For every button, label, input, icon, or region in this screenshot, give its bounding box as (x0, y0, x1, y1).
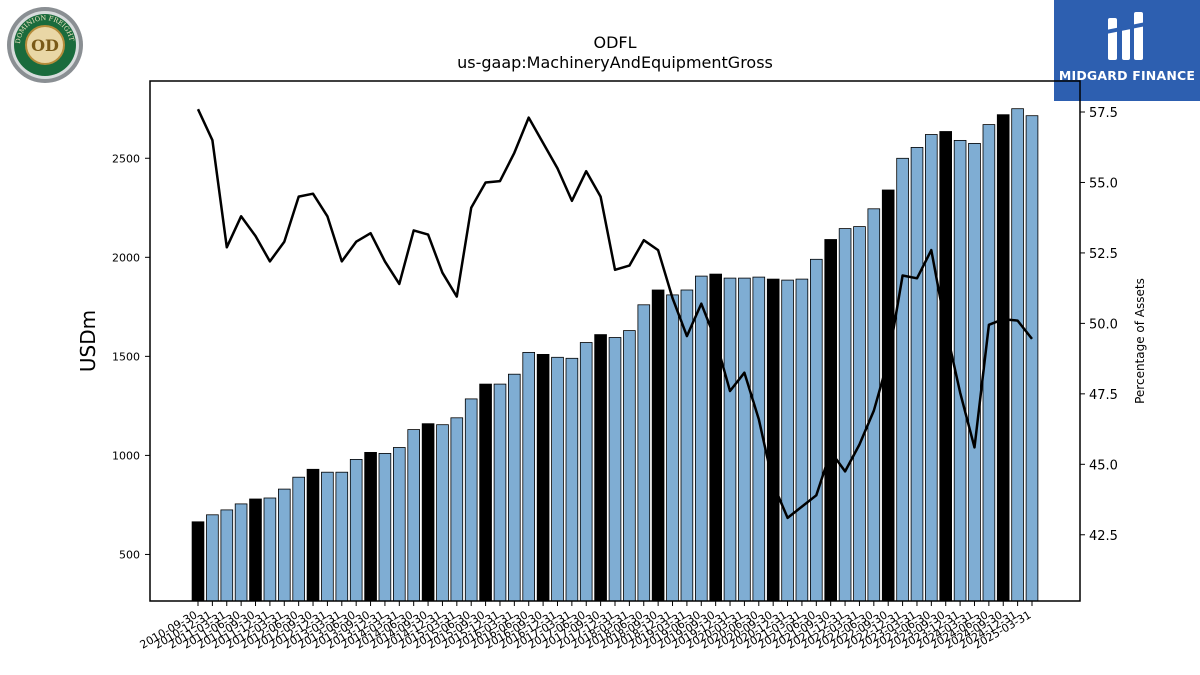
bar (781, 279, 794, 602)
y2-axis-label: Percentage of Assets (1133, 278, 1147, 404)
bar (968, 142, 981, 602)
line-series (196, 108, 1033, 520)
bar (996, 114, 1010, 602)
bar (551, 356, 564, 602)
bar (795, 278, 809, 602)
bar (206, 514, 219, 602)
bar (709, 273, 722, 602)
bar (191, 521, 205, 602)
bar (321, 471, 334, 602)
bar (723, 277, 737, 602)
bar (421, 423, 435, 602)
bar (249, 498, 262, 602)
chart-title: ODFL (593, 33, 636, 52)
midgard-logo-text: MIDGARD FINANCE (1058, 68, 1196, 83)
bar (364, 451, 377, 602)
bar (1025, 115, 1039, 602)
bar (263, 497, 277, 602)
midgard-logo-icon (1106, 12, 1146, 60)
bar (579, 342, 593, 602)
bar (824, 239, 837, 602)
y2-tick-label: 50.0 (1089, 317, 1118, 332)
bar (306, 468, 320, 602)
bar (335, 471, 349, 602)
bar (234, 503, 248, 602)
bar (867, 208, 881, 602)
bar (608, 337, 622, 602)
chart-subtitle: us-gaap:MachineryAndEquipmentGross (457, 53, 773, 72)
bar (220, 509, 234, 602)
bar (623, 330, 636, 602)
bar-series (191, 108, 1039, 602)
y2-tick-label: 47.5 (1089, 388, 1118, 403)
bar (565, 357, 579, 602)
bar (522, 351, 535, 602)
odfl-logo-icon: OD OLD DOMINION FREIGHT LINE (3, 0, 84, 84)
bar (493, 383, 507, 602)
bar (407, 429, 420, 602)
bar (392, 447, 406, 602)
bar (1011, 108, 1024, 602)
bar (479, 383, 492, 602)
bar (507, 373, 521, 602)
bar (896, 157, 909, 602)
y-axis-left: 500 1000 1500 2000 2500 (112, 152, 150, 561)
bar (292, 476, 305, 602)
bar (939, 131, 952, 602)
y-tick-label: 2500 (112, 152, 140, 165)
bar (450, 417, 464, 602)
bar (651, 289, 665, 602)
x-axis: 2010-09-302010-12-312011-03-312011-06-30… (138, 601, 1034, 652)
y2-tick-label: 42.5 (1089, 529, 1118, 544)
y-tick-label: 500 (119, 548, 140, 561)
y2-tick-label: 57.5 (1089, 106, 1118, 121)
bar (695, 275, 708, 602)
bar (910, 146, 924, 602)
y2-tick-label: 45.0 (1089, 458, 1118, 473)
y-tick-label: 1500 (112, 350, 140, 363)
bar (766, 278, 780, 602)
bar (637, 304, 651, 602)
bar (436, 424, 449, 602)
y-tick-label: 2000 (112, 251, 140, 264)
bar (925, 134, 938, 602)
percentage-line (196, 108, 1033, 520)
bar (810, 258, 823, 602)
bar (349, 458, 363, 602)
bar (838, 228, 852, 602)
y2-tick-label: 55.0 (1089, 176, 1118, 191)
y2-tick-label: 52.5 (1089, 247, 1118, 262)
bar (594, 334, 607, 602)
bar (464, 398, 478, 602)
bar (881, 189, 895, 602)
y-axis-label: USDm (76, 310, 100, 372)
midgard-logo: MIDGARD FINANCE (1054, 0, 1200, 101)
bar (277, 488, 291, 602)
bar (378, 452, 392, 602)
odfl-initials: OD (31, 36, 59, 55)
bar (853, 226, 866, 602)
bar (738, 277, 751, 602)
bar (666, 294, 679, 602)
bar (536, 353, 550, 602)
y-axis-right: 42.5 45.0 47.5 50.0 52.5 55.0 57.5 (1080, 106, 1118, 544)
y-tick-label: 1000 (112, 449, 140, 462)
